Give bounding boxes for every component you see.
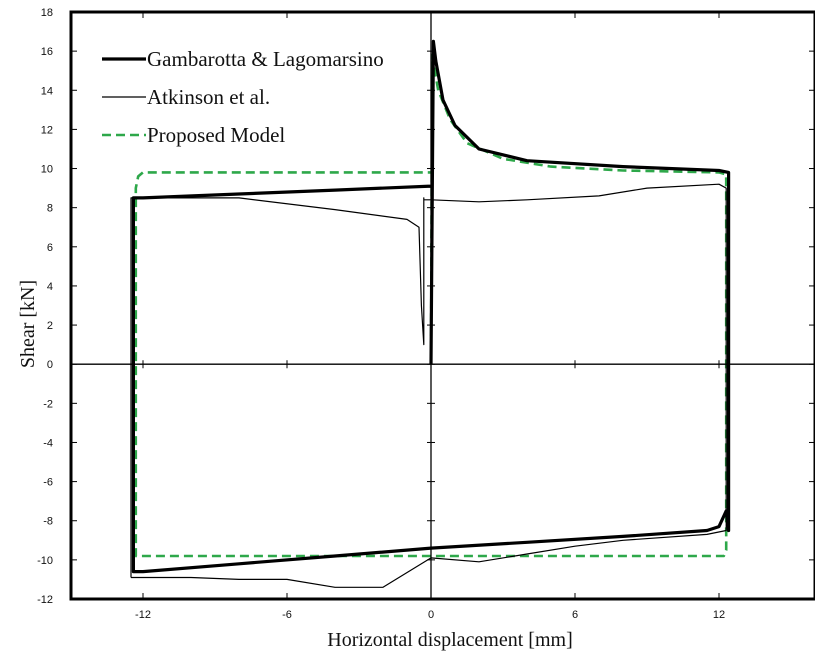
x-tick-label: -12 xyxy=(135,609,151,621)
series-layer xyxy=(130,39,731,588)
y-tick-label: 14 xyxy=(41,85,53,97)
y-tick-label: 16 xyxy=(41,46,53,58)
y-tick-label: -6 xyxy=(43,477,53,489)
plot-frame xyxy=(69,10,815,601)
series-line-2 xyxy=(130,183,727,588)
plot-area xyxy=(69,10,815,601)
legend-label-1: Gambarotta & Lagomarsino xyxy=(147,47,384,71)
y-tick-label: 6 xyxy=(47,242,53,254)
x-tick-label: -6 xyxy=(282,609,292,621)
x-axis-title: Horizontal displacement [mm] xyxy=(327,629,572,651)
series-line-1 xyxy=(131,39,731,574)
y-tick-label: 8 xyxy=(47,203,53,215)
labels-layer: -12 -6 0 6 12 -12 -10 -8 -6 -4 -2 0 2 4 6 8 10 12 14 16 18 xyxy=(37,7,725,621)
x-tick-label: 0 xyxy=(428,609,434,621)
y-tick-label: -4 xyxy=(43,437,53,449)
y-tick-label: -2 xyxy=(43,398,53,410)
y-tick-label: 12 xyxy=(41,124,53,136)
legend: Gambarotta & Lagomarsino Atkinson et al. P… xyxy=(102,47,384,147)
legend-label-3: Proposed Model xyxy=(147,123,285,147)
y-tick-label: 4 xyxy=(47,281,53,293)
legend-label-2: Atkinson et al. xyxy=(147,85,270,109)
y-tick-label: 18 xyxy=(41,7,53,19)
axes-layer xyxy=(71,11,815,600)
y-tick-label: 2 xyxy=(47,320,53,332)
y-tick-label: -8 xyxy=(43,516,53,528)
y-tick-label: -12 xyxy=(37,594,53,606)
x-tick-label: 12 xyxy=(713,609,725,621)
y-tick-label: 0 xyxy=(47,359,53,371)
y-tick-label: -10 xyxy=(37,555,53,567)
x-tick-label: 6 xyxy=(572,609,578,621)
y-axis-title: Shear [kN] xyxy=(17,280,39,368)
y-tick-label: 10 xyxy=(41,164,53,176)
series-line-3 xyxy=(134,53,728,558)
